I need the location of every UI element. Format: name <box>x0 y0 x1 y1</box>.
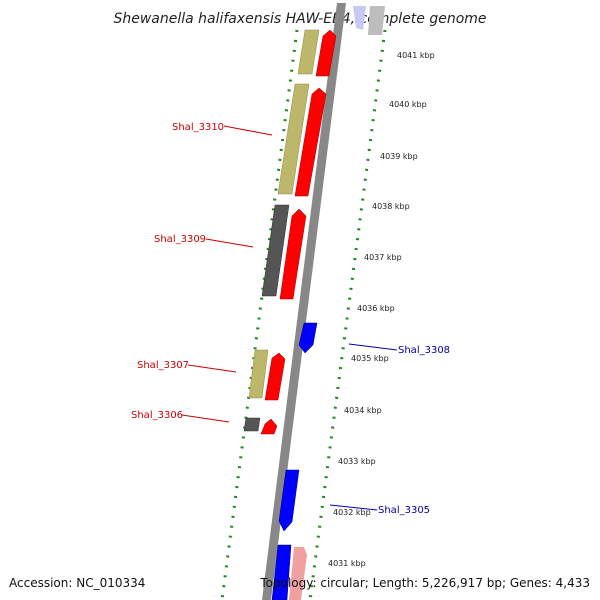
gene-block <box>248 349 269 399</box>
gene-block <box>289 547 307 600</box>
tick-label: 4037 kbp <box>364 253 402 262</box>
gene-block <box>271 544 292 600</box>
leader-line <box>223 125 273 136</box>
leader-line <box>181 414 230 423</box>
gene-label-shal-3310: Shal_3310 <box>172 122 224 133</box>
genome-summary-text: Topology: circular; Length: 5,226,917 bp… <box>259 576 590 590</box>
gene-block <box>353 6 366 30</box>
gene-label-shal-3306: Shal_3306 <box>131 410 183 421</box>
gene-arrow <box>315 29 337 77</box>
tick-label: 4041 kbp <box>397 51 435 60</box>
gene-label-shal-3308: Shal_3308 <box>398 345 450 356</box>
tick-label: 4040 kbp <box>389 100 427 109</box>
tick-label: 4036 kbp <box>357 304 395 313</box>
label-leader-lines <box>181 125 398 511</box>
tick-label: 4034 kbp <box>344 406 382 415</box>
tick-label: 4032 kbp <box>333 508 371 517</box>
tick-labels: 4041 kbp 4040 kbp 4039 kbp 4038 kbp 4037… <box>328 51 435 568</box>
gene-label-shal-3305: Shal_3305 <box>378 505 430 516</box>
gene-features <box>243 6 385 600</box>
tick-label: 4039 kbp <box>380 152 418 161</box>
gene-block <box>297 29 320 75</box>
leader-line <box>187 364 237 373</box>
tick-label: 4038 kbp <box>372 202 410 211</box>
gene-arrow <box>264 352 286 401</box>
gene-label-shal-3307: Shal_3307 <box>137 360 189 371</box>
leader-line <box>205 238 254 248</box>
tick-label: 4033 kbp <box>338 457 376 466</box>
gene-arrow <box>278 469 300 532</box>
tick-label: 4035 kbp <box>351 354 389 363</box>
genome-backbone <box>262 3 346 600</box>
gene-block <box>277 83 310 195</box>
gene-arrow <box>298 322 318 354</box>
gene-arrow <box>294 87 327 197</box>
gene-block <box>368 6 385 35</box>
gene-arrow <box>279 208 307 300</box>
gene-block <box>243 417 261 432</box>
leader-line <box>348 343 398 351</box>
tick-label: 4031 kbp <box>328 559 366 568</box>
gene-arrow <box>260 418 278 435</box>
gene-block <box>261 204 290 297</box>
gene-labels: Shal_3310 Shal_3309 Shal_3307 Shal_3306 … <box>131 122 450 516</box>
accession-text: Accession: NC_010334 <box>9 576 145 590</box>
gene-label-shal-3309: Shal_3309 <box>154 234 206 245</box>
map-title: Shewanella halifaxensis HAW-EB4, complet… <box>113 11 486 27</box>
leader-line <box>329 504 378 511</box>
